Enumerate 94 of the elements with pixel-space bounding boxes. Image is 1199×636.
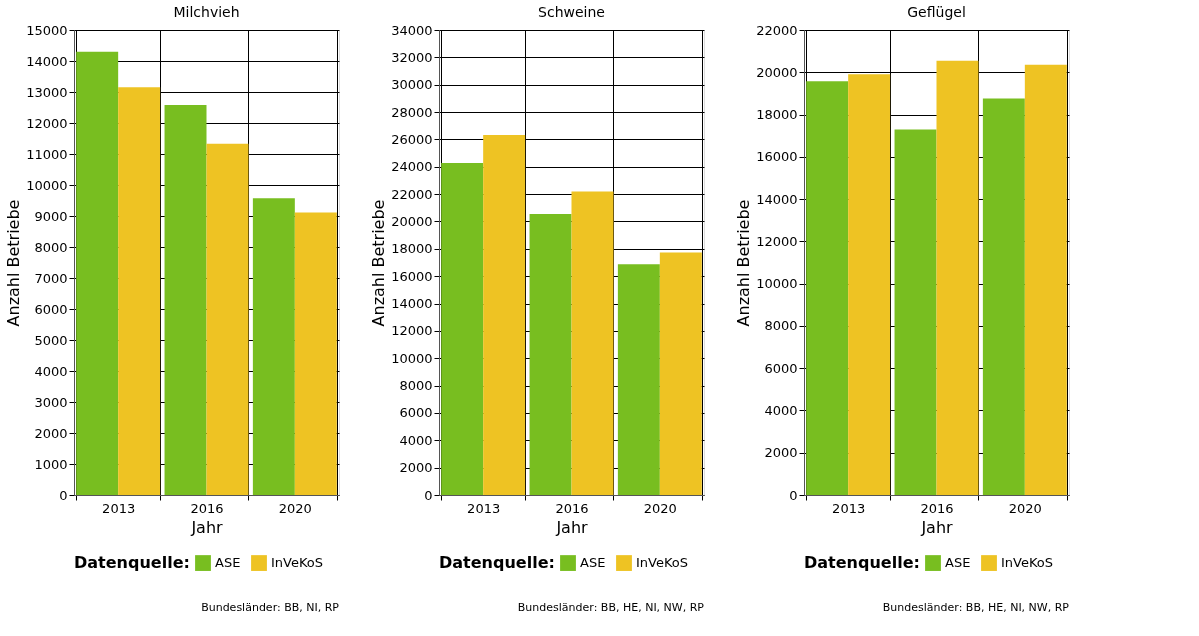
bar [1024, 64, 1067, 495]
y-tick-label: 2000 [34, 425, 68, 441]
text: Bundesländer: BB, HE, NI, NW, RP [882, 601, 1070, 614]
legend-label: ASE [215, 555, 241, 571]
y-tick-label: 18000 [756, 107, 798, 123]
y-tick-label: 15000 [26, 22, 68, 38]
y-tick-label: 6000 [34, 301, 68, 317]
bar [252, 198, 295, 495]
bar [483, 135, 526, 495]
x-tick-label: 2020 [643, 500, 677, 516]
chart-title: Schweine [538, 4, 605, 20]
legend-title: Datenquelle: [804, 553, 920, 572]
bar [894, 129, 937, 495]
text: Bundesländer: BB, HE, NI, NW, RP [517, 601, 705, 614]
y-tick-label: 14000 [756, 191, 798, 207]
x-tick-label: 2016 [555, 500, 589, 516]
bar [529, 214, 572, 495]
bar [76, 51, 119, 495]
x-tick-label: 2020 [278, 500, 312, 516]
y-tick-label: 22000 [756, 22, 798, 38]
bar [164, 105, 207, 495]
y-tick-label: 7000 [34, 270, 68, 286]
x-tick-label: 2020 [1008, 500, 1042, 516]
y-tick-label: 22000 [391, 186, 433, 202]
y-tick-label: 34000 [391, 22, 433, 38]
y-tick-label: 9000 [34, 208, 68, 224]
chart-title: Milchvieh [173, 4, 240, 20]
x-axis-title: Jahr [920, 517, 954, 537]
y-tick-label: 8000 [764, 318, 798, 334]
y-tick-label: 4000 [399, 432, 433, 448]
x-axis-title: Jahr [555, 517, 589, 537]
y-tick-label: 1000 [34, 456, 68, 472]
legend-label: InVeKoS [1001, 555, 1054, 571]
y-tick-label: 16000 [756, 149, 798, 165]
bar [441, 162, 484, 495]
x-tick-label: 2013 [467, 500, 501, 516]
y-tick-label: 0 [59, 487, 68, 503]
y-tick-label: 0 [424, 487, 433, 503]
y-tick-label: 4000 [764, 402, 798, 418]
y-tick-label: 2000 [399, 460, 433, 476]
bar [806, 81, 849, 495]
y-tick-label: 8000 [399, 378, 433, 394]
x-tick-label: 2016 [920, 500, 954, 516]
bar [206, 143, 249, 495]
y-tick-label: 32000 [391, 49, 433, 65]
y-axis-title: Anzahl Betriebe [734, 199, 754, 327]
y-tick-label: 24000 [391, 159, 433, 175]
y-tick-label: 16000 [391, 268, 433, 284]
y-tick-label: 6000 [399, 405, 433, 421]
bar [571, 191, 614, 495]
y-tick-label: 6000 [764, 360, 798, 376]
y-tick-label: 20000 [391, 213, 433, 229]
y-tick-label: 13000 [26, 84, 68, 100]
x-tick-label: 2016 [190, 500, 224, 516]
y-tick-label: 30000 [391, 77, 433, 93]
y-tick-label: 3000 [34, 394, 68, 410]
bar [936, 60, 979, 495]
y-tick-label: 12000 [756, 233, 798, 249]
y-tick-label: 26000 [391, 131, 433, 147]
legend-label: ASE [945, 555, 971, 571]
y-tick-label: 5000 [34, 332, 68, 348]
bar [617, 264, 660, 495]
y-tick-label: 2000 [764, 445, 798, 461]
x-tick-label: 2013 [102, 500, 136, 516]
bar [118, 87, 161, 495]
legend-label: ASE [580, 555, 606, 571]
legend-title: Datenquelle: [439, 553, 555, 572]
x-axis-title: Jahr [190, 517, 224, 537]
bar [659, 252, 702, 495]
legend-label: InVeKoS [271, 555, 324, 571]
y-tick-label: 14000 [26, 53, 68, 69]
y-tick-label: 10000 [26, 177, 68, 193]
y-axis-title: Anzahl Betriebe [369, 199, 389, 327]
y-axis-title: Anzahl Betriebe [4, 199, 24, 327]
y-tick-label: 8000 [34, 239, 68, 255]
y-tick-label: 18000 [391, 241, 433, 257]
y-tick-label: 10000 [756, 276, 798, 292]
legend-title: Datenquelle: [74, 553, 190, 572]
legend-label: InVeKoS [636, 555, 689, 571]
y-tick-label: 12000 [26, 115, 68, 131]
bar [848, 74, 891, 495]
chart-title: Geflügel [907, 4, 966, 20]
y-tick-label: 10000 [391, 350, 433, 366]
y-tick-label: 4000 [34, 363, 68, 379]
y-tick-label: 12000 [391, 323, 433, 339]
y-tick-label: 28000 [391, 104, 433, 120]
y-tick-label: 0 [789, 487, 798, 503]
y-tick-label: 14000 [391, 296, 433, 312]
bar [982, 98, 1025, 495]
text: Bundesländer: BB, NI, RP [201, 601, 340, 614]
y-tick-label: 20000 [756, 64, 798, 80]
bar [294, 212, 337, 495]
x-tick-label: 2013 [832, 500, 866, 516]
y-tick-label: 11000 [26, 146, 68, 162]
